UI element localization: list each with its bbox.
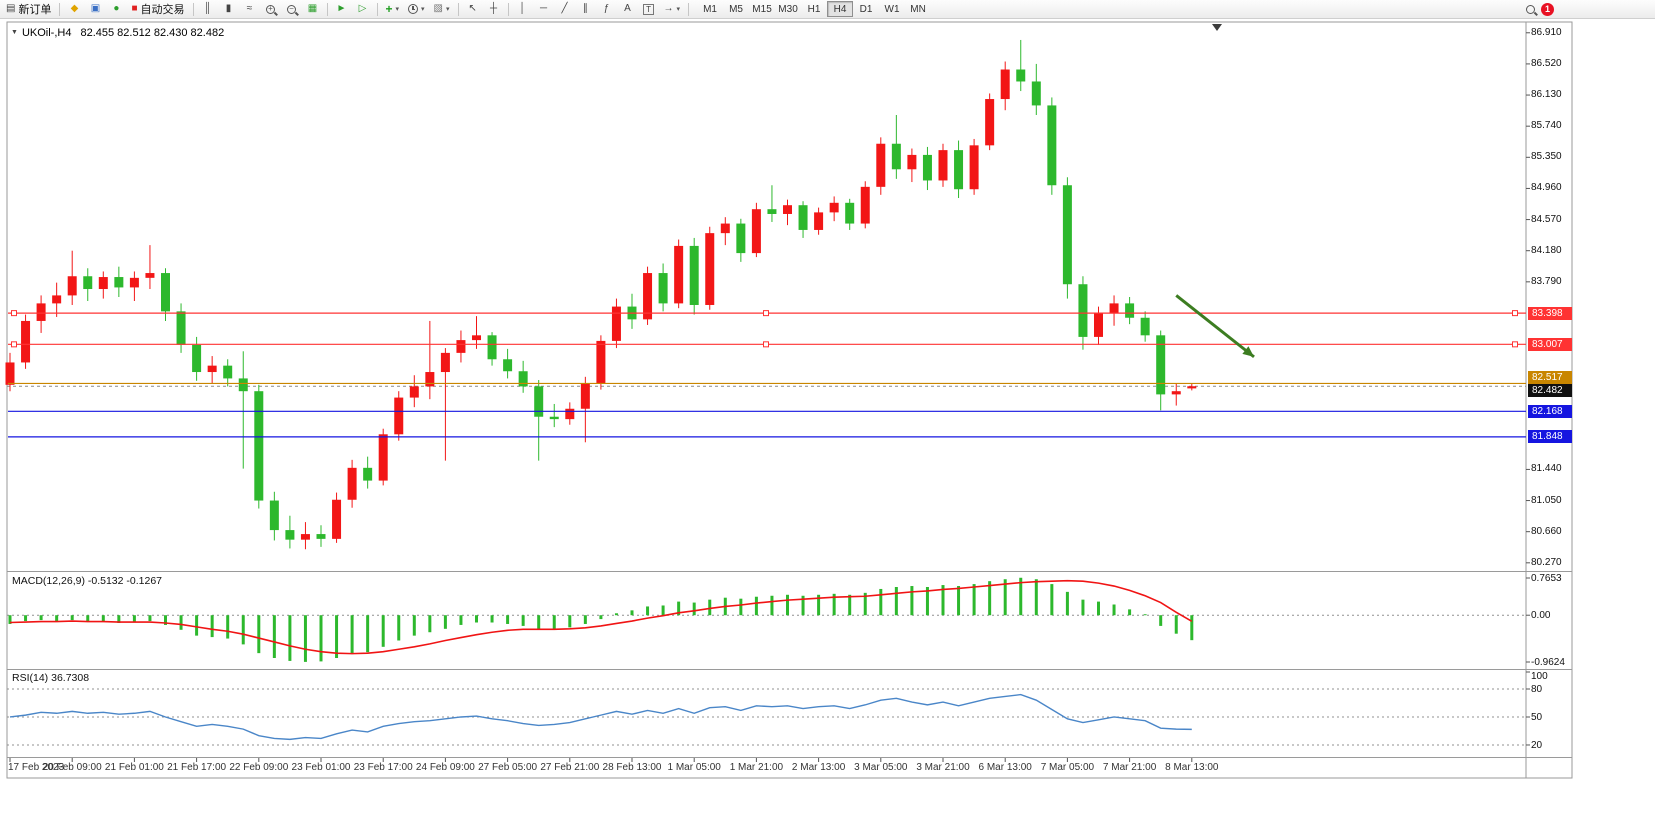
arrows-icon: → — [663, 3, 674, 14]
new-order-button[interactable]: ▤ 新订单 — [2, 1, 55, 18]
chart-window-border — [6, 21, 1573, 779]
toolbar-separator — [326, 2, 328, 16]
toolbar-separator — [192, 2, 194, 16]
search-icon — [1525, 4, 1535, 14]
metaeditor-icon: ◆ — [70, 3, 79, 14]
chart-shift-marker-icon[interactable] — [1212, 24, 1222, 31]
fibonacci-button[interactable]: ƒ — [597, 1, 617, 18]
horizontal-level-line[interactable] — [8, 310, 1526, 317]
timeframe-M15[interactable]: M15 — [749, 1, 775, 17]
bar-chart-icon: ║ — [203, 3, 212, 14]
candlestick-icon: ▮ — [225, 3, 232, 14]
chart-shift-button[interactable]: ▷ — [353, 1, 373, 18]
templates-button[interactable]: ▧ ▾ — [430, 1, 454, 18]
bar-chart-button[interactable]: ║ — [198, 1, 218, 18]
toolbar-separator — [507, 2, 509, 16]
candlestick-button[interactable]: ▮ — [219, 1, 239, 18]
dropdown-caret-icon: ▾ — [676, 6, 681, 13]
profile-button[interactable]: ▣ — [85, 1, 105, 18]
dropdown-caret-icon: ▾ — [421, 6, 425, 13]
tile-windows-icon: ▦ — [307, 3, 318, 14]
auto-scroll-button[interactable]: ► — [332, 1, 352, 18]
timeframe-group: M1 M5 M15 M30 H1 H4 D1 W1 MN — [697, 1, 931, 17]
timeframe-M1[interactable]: M1 — [697, 1, 723, 17]
metaeditor-button[interactable]: ◆ — [64, 1, 84, 18]
clock-icon — [408, 4, 419, 14]
zoom-out-button[interactable]: − — [282, 1, 302, 18]
zoom-out-icon: − — [287, 4, 296, 14]
timeframe-M5[interactable]: M5 — [723, 1, 749, 17]
dropdown-caret-icon: ▾ — [446, 6, 450, 13]
toolbar-separator — [457, 2, 459, 16]
timeframe-H4[interactable]: H4 — [827, 1, 854, 17]
text-label-icon: T — [643, 3, 654, 15]
timeframe-MN[interactable]: MN — [905, 1, 931, 17]
toolbar-separator — [376, 2, 378, 16]
auto-trading-icon: ■ — [131, 3, 138, 14]
new-order-icon: ▤ — [6, 3, 16, 14]
search-button[interactable] — [1520, 1, 1540, 18]
new-chart-icon: + — [385, 2, 393, 16]
crosshair-icon: ┼ — [489, 3, 498, 14]
dropdown-caret-icon: ▾ — [395, 6, 400, 13]
time-axis[interactable] — [7, 758, 1526, 778]
text-icon: A — [624, 3, 631, 14]
tile-windows-button[interactable]: ▦ — [303, 1, 323, 18]
text-button[interactable]: A — [618, 1, 638, 18]
cursor-button[interactable]: ↖ — [463, 1, 483, 18]
new-chart-button[interactable]: + ▾ — [382, 1, 404, 18]
vertical-line-icon: │ — [519, 3, 526, 14]
profile-icon: ▣ — [90, 3, 101, 14]
channel-button[interactable]: ∥ — [576, 1, 596, 18]
timeframe-W1[interactable]: W1 — [879, 1, 905, 17]
horizontal-line-button[interactable]: ─ — [534, 1, 554, 18]
arrows-button[interactable]: → ▾ — [660, 1, 685, 18]
zoom-in-button[interactable]: + — [261, 1, 281, 18]
fibonacci-icon: ƒ — [603, 3, 610, 14]
macd-signal-line — [9, 579, 1193, 655]
refresh-icon: ● — [113, 3, 120, 14]
trendline-icon: ╱ — [561, 3, 568, 14]
crosshair-button[interactable]: ┼ — [484, 1, 504, 18]
notification-badge[interactable]: 1 — [1541, 2, 1554, 16]
vertical-line-button[interactable]: │ — [513, 1, 533, 18]
rsi-line — [9, 693, 1192, 741]
template-icon: ▧ — [433, 3, 443, 14]
toolbar-separator — [688, 2, 690, 16]
refresh-button[interactable]: ● — [106, 1, 126, 18]
chart-menu-caret-icon[interactable]: ▼ — [11, 29, 18, 36]
auto-trading-label: 自动交易 — [140, 4, 185, 16]
periods-button[interactable]: ▾ — [404, 1, 429, 18]
trend-arrow[interactable] — [1175, 294, 1255, 359]
line-chart-button[interactable]: ≈ — [240, 1, 260, 18]
channel-icon: ∥ — [583, 3, 589, 14]
macd-histogram — [8, 577, 1194, 662]
toolbar: ▤ 新订单 ◆ ▣ ● ■ 自动交易 ║ ▮ ≈ + − ▦ ► ▷ + ▾ ▾ … — [0, 0, 1655, 19]
horizontal-level-line[interactable] — [8, 341, 1526, 348]
line-chart-icon: ≈ — [246, 3, 253, 14]
zoom-in-icon: + — [266, 4, 275, 14]
horizontal-line-icon: ─ — [539, 3, 548, 14]
chart-shift-icon: ▷ — [358, 3, 367, 14]
timeframe-H1[interactable]: H1 — [801, 1, 827, 17]
timeframe-M30[interactable]: M30 — [775, 1, 801, 17]
auto-trading-button[interactable]: ■ 自动交易 — [127, 1, 188, 18]
price-axis[interactable] — [1526, 22, 1572, 778]
new-order-label: 新订单 — [18, 4, 52, 16]
auto-scroll-icon: ► — [336, 3, 347, 14]
timeframe-D1[interactable]: D1 — [853, 1, 879, 17]
cursor-icon: ↖ — [468, 3, 477, 14]
candlestick-series — [5, 39, 1197, 550]
text-label-button[interactable]: T — [639, 1, 659, 18]
toolbar-separator — [59, 2, 61, 16]
trendline-button[interactable]: ╱ — [555, 1, 575, 18]
